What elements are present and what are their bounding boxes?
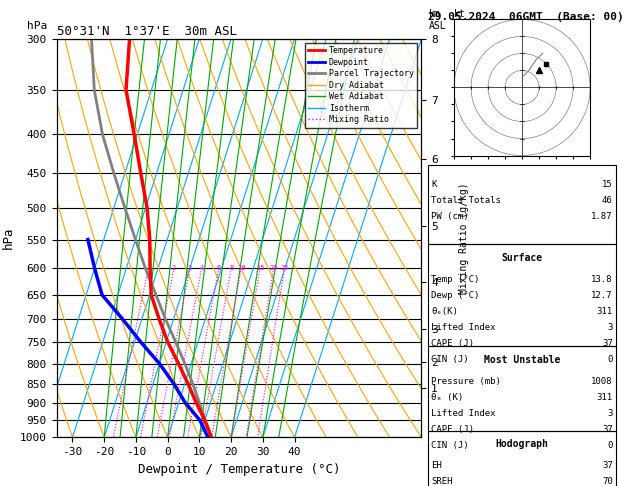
Bar	[428, 346, 616, 431]
Text: 1008: 1008	[591, 377, 613, 386]
Bar	[428, 165, 616, 244]
Y-axis label: hPa: hPa	[1, 227, 14, 249]
Bar	[428, 431, 616, 486]
Text: 311: 311	[596, 307, 613, 316]
Text: CIN (J): CIN (J)	[431, 355, 469, 364]
Text: 20: 20	[269, 265, 278, 271]
Text: 13.8: 13.8	[591, 275, 613, 284]
Text: Lifted Index: Lifted Index	[431, 323, 496, 332]
Text: PW (cm): PW (cm)	[431, 212, 469, 221]
Bar	[428, 244, 616, 346]
Text: EH: EH	[431, 461, 442, 470]
Text: 1: 1	[146, 265, 150, 271]
Text: 3: 3	[607, 323, 613, 332]
Text: Lifted Index: Lifted Index	[431, 409, 496, 418]
Text: 2: 2	[172, 265, 176, 271]
Text: θₑ (K): θₑ (K)	[431, 393, 464, 402]
Text: 10: 10	[237, 265, 245, 271]
Text: 37: 37	[602, 461, 613, 470]
Text: 1.87: 1.87	[591, 212, 613, 221]
Text: Pressure (mb): Pressure (mb)	[431, 377, 501, 386]
Text: CIN (J): CIN (J)	[431, 441, 469, 450]
Text: km
ASL: km ASL	[429, 9, 447, 31]
Text: hPa: hPa	[28, 21, 48, 31]
Text: 6: 6	[216, 265, 221, 271]
Text: CAPE (J): CAPE (J)	[431, 339, 474, 348]
Text: 15: 15	[255, 265, 264, 271]
Text: SREH: SREH	[431, 477, 453, 486]
Text: kt: kt	[454, 9, 466, 19]
Text: 0: 0	[607, 355, 613, 364]
Y-axis label: Mixing Ratio (g/kg): Mixing Ratio (g/kg)	[459, 182, 469, 294]
Text: θₑ(K): θₑ(K)	[431, 307, 459, 316]
Text: 311: 311	[596, 393, 613, 402]
Text: K: K	[431, 180, 437, 189]
Text: 29.05.2024  06GMT  (Base: 00): 29.05.2024 06GMT (Base: 00)	[428, 12, 623, 22]
Text: Dewp (°C): Dewp (°C)	[431, 291, 480, 300]
Text: 8: 8	[229, 265, 233, 271]
Text: CAPE (J): CAPE (J)	[431, 425, 474, 434]
Text: 15: 15	[602, 180, 613, 189]
Text: Hodograph: Hodograph	[496, 439, 548, 450]
Text: Surface: Surface	[501, 253, 543, 263]
Text: 70: 70	[602, 477, 613, 486]
Text: 25: 25	[281, 265, 289, 271]
Text: Temp (°C): Temp (°C)	[431, 275, 480, 284]
Text: Totals Totals: Totals Totals	[431, 196, 501, 205]
Text: 0: 0	[607, 441, 613, 450]
X-axis label: Dewpoint / Temperature (°C): Dewpoint / Temperature (°C)	[138, 463, 340, 476]
Text: Most Unstable: Most Unstable	[484, 355, 560, 365]
Text: 50°31'N  1°37'E  30m ASL: 50°31'N 1°37'E 30m ASL	[57, 25, 237, 38]
Text: 3: 3	[188, 265, 192, 271]
Text: 12.7: 12.7	[591, 291, 613, 300]
Text: 4: 4	[199, 265, 204, 271]
Text: 3: 3	[607, 409, 613, 418]
Text: 46: 46	[602, 196, 613, 205]
Legend: Temperature, Dewpoint, Parcel Trajectory, Dry Adiabat, Wet Adiabat, Isotherm, Mi: Temperature, Dewpoint, Parcel Trajectory…	[305, 43, 417, 128]
Text: 37: 37	[602, 339, 613, 348]
Text: 37: 37	[602, 425, 613, 434]
